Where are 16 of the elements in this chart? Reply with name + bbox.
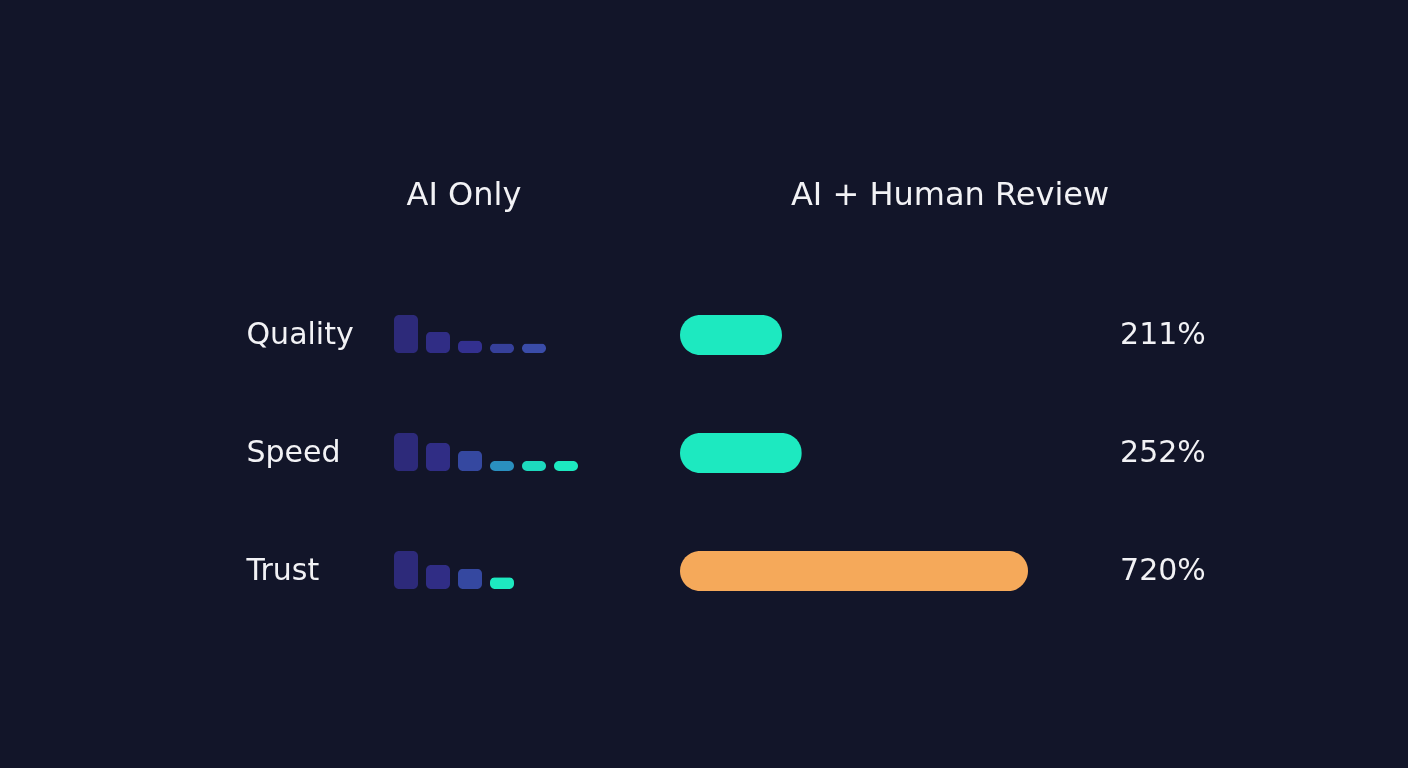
data-label: 720%	[1120, 552, 1206, 587]
bar	[394, 551, 418, 589]
data-label: 211%	[1120, 316, 1206, 351]
y-tick-label: Quality	[246, 316, 354, 351]
bar	[458, 568, 482, 589]
bar	[426, 565, 450, 589]
bar	[458, 450, 482, 471]
bar	[426, 442, 450, 471]
y-tick-label: Trust	[245, 552, 320, 587]
data-label: 252%	[1120, 434, 1206, 469]
y-tick-label: Speed	[246, 434, 341, 469]
bar	[394, 433, 418, 471]
text: AI Only	[406, 175, 522, 213]
bar	[426, 331, 450, 353]
chart-title: AI + Human Review	[790, 175, 1110, 213]
bar	[394, 315, 418, 353]
